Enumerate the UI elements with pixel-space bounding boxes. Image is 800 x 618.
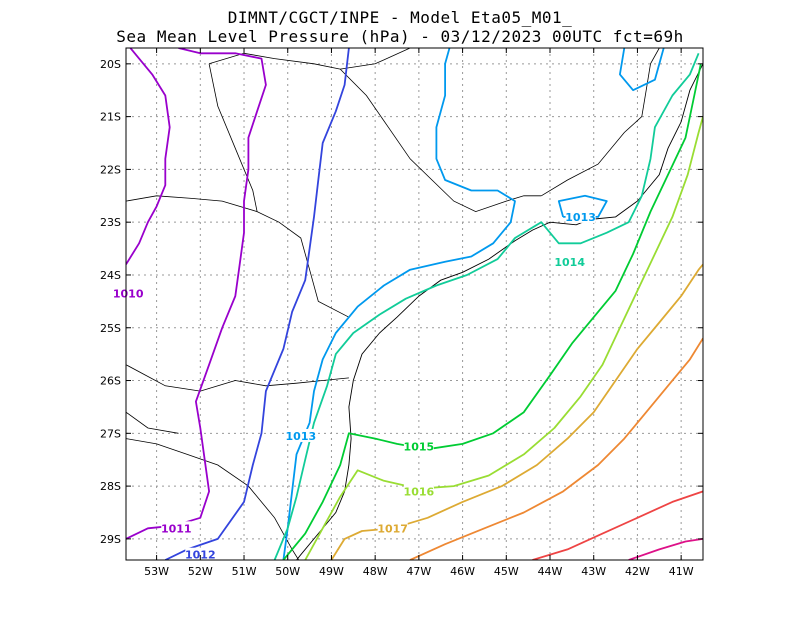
- y-tick-label-2: 22S: [100, 163, 121, 176]
- isobar-label-1011-1: 1011: [161, 522, 192, 535]
- y-tick-label-4: 24S: [100, 269, 121, 282]
- x-tick-label-6: 47W: [406, 565, 431, 578]
- state-border-3: [339, 68, 542, 213]
- isobar-1010-0: [126, 48, 171, 265]
- isobar-1013-4: [619, 48, 665, 92]
- isobar-1016-8: [304, 116, 703, 560]
- state-border-4: [541, 48, 660, 197]
- isobar-label-1017-9: 1017: [377, 522, 408, 535]
- isobar-label-1016-8: 1016: [404, 485, 435, 498]
- y-tick-label-0: 20S: [100, 58, 121, 71]
- chart-title-line-1: DIMNT/CGCT/INPE - Model Eta05_M01_: [227, 8, 573, 27]
- x-tick-label-0: 53W: [144, 565, 169, 578]
- chart-title-line-2: Sea Mean Level Pressure (hPa) - 03/12/20…: [116, 27, 684, 46]
- isobar-label-bg-7: [403, 439, 434, 453]
- isobar-1018-10: [409, 337, 703, 560]
- isobar-label-bg-0: [113, 286, 144, 300]
- isobar-label-1013-5: 1013: [565, 211, 596, 224]
- isobar-label-bg-3: [285, 428, 316, 442]
- isobar-1011-1: [126, 48, 267, 540]
- map-frame: [125, 47, 704, 561]
- grid-lines: [126, 48, 703, 560]
- state-border-2: [126, 195, 350, 318]
- y-tick-label-7: 27S: [100, 427, 121, 440]
- axis-ticks: 53W 52W 51W 50W 49W 48W 47W 46W 45W 44W 43W 42W 41W 2…: [100, 48, 703, 578]
- isobar-label-bg-1: [161, 521, 192, 535]
- state-border-7: [126, 411, 179, 434]
- state-border-1: [208, 63, 258, 212]
- isobar-label-bg-8: [403, 484, 434, 498]
- isobar-1020-12: [628, 538, 703, 560]
- isobar-label-bg-6: [554, 254, 585, 268]
- x-tick-label-9: 44W: [538, 565, 563, 578]
- isobar-label-1013-3: 1013: [286, 430, 317, 443]
- isobar-1015-7: [282, 63, 702, 560]
- y-tick-label-8: 28S: [100, 480, 121, 493]
- isobar-label-1015-7: 1015: [404, 441, 435, 454]
- isobar-contours: [126, 48, 703, 560]
- y-tick-label-5: 25S: [100, 322, 121, 335]
- state-borders: [126, 48, 660, 560]
- isobar-1012-2: [164, 48, 350, 560]
- x-tick-label-1: 52W: [188, 565, 213, 578]
- y-tick-label-9: 29S: [100, 533, 121, 546]
- x-tick-label-11: 42W: [625, 565, 650, 578]
- state-border-0: [208, 48, 411, 70]
- isobar-1014-6: [273, 52, 700, 560]
- x-tick-label-8: 45W: [494, 565, 519, 578]
- isobar-1019-11: [532, 490, 703, 560]
- x-tick-label-12: 41W: [669, 565, 694, 578]
- x-tick-label-4: 49W: [319, 565, 344, 578]
- isobar-label-1014-6: 1014: [554, 256, 585, 269]
- isobar-1017-9: [330, 263, 703, 560]
- isobar-label-bg-5: [565, 209, 596, 223]
- y-tick-label-3: 23S: [100, 216, 121, 229]
- x-tick-label-7: 46W: [450, 565, 475, 578]
- isobar-1013-3: [282, 48, 516, 560]
- isobar-label-bg-9: [377, 521, 408, 535]
- y-tick-label-1: 21S: [100, 111, 121, 124]
- isobar-label-1010-0: 1010: [113, 287, 144, 300]
- isobar-label-bg-2: [185, 547, 216, 561]
- coastline: [296, 63, 703, 560]
- state-border-5: [126, 364, 349, 392]
- x-tick-label-5: 48W: [363, 565, 388, 578]
- x-tick-label-2: 51W: [232, 565, 257, 578]
- y-tick-label-6: 26S: [100, 375, 121, 388]
- x-tick-label-3: 50W: [275, 565, 300, 578]
- state-border-6: [126, 438, 300, 560]
- coastline-path: [296, 63, 703, 560]
- x-tick-label-10: 43W: [581, 565, 606, 578]
